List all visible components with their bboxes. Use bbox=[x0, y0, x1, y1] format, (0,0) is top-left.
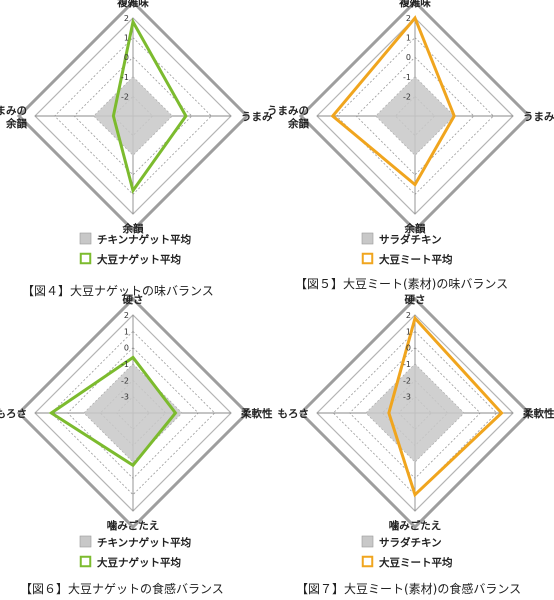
axis-label-left: もろさ bbox=[0, 408, 27, 420]
tick-label: 0 bbox=[406, 344, 411, 353]
axis-label-left: もろさ bbox=[278, 408, 310, 420]
figure-caption: 【図５】大豆ミート(素材)の味バランス bbox=[295, 277, 508, 291]
axis-label-bottom: 余韻 bbox=[404, 222, 426, 235]
axis-label-top: 複雑味 bbox=[398, 0, 431, 9]
outer-frame bbox=[298, 296, 532, 530]
tick-label: 1 bbox=[406, 327, 411, 336]
axis-label-right: 柔軟性 bbox=[240, 407, 273, 420]
axis-label-bottom: 余韻 bbox=[122, 222, 144, 235]
axis-label-bottom: 噛みごたえ bbox=[107, 519, 160, 532]
axis-label-bottom: 噛みごたえ bbox=[389, 519, 442, 532]
axis-label-left-line: 余韻 bbox=[287, 117, 309, 130]
tick-label: 0 bbox=[124, 344, 129, 353]
series-area-1 bbox=[375, 76, 455, 156]
axis-label-left: うまみの余韻 bbox=[267, 105, 309, 130]
tick-label: -2 bbox=[121, 376, 129, 385]
grid-ring bbox=[355, 56, 475, 176]
tick-label: -2 bbox=[403, 92, 411, 101]
axis-label-left-line: もろさ bbox=[0, 408, 27, 420]
axis-label-left-line: うまみの bbox=[267, 105, 309, 117]
tick-label: 0 bbox=[406, 53, 411, 62]
tick-label: -1 bbox=[403, 73, 411, 82]
tick-label: -2 bbox=[403, 376, 411, 385]
outer-frame bbox=[16, 296, 250, 530]
legend-label: 大豆ミート平均 bbox=[379, 253, 453, 266]
outer-frame bbox=[298, 0, 532, 233]
radar-panel-1: 210-1-2複雑味うまみ余韻うまみの余韻チキンナゲット平均大豆ナゲット平均【図… bbox=[0, 0, 273, 298]
legend-label: チキンナゲット平均 bbox=[97, 233, 191, 246]
tick-label: 2 bbox=[124, 311, 129, 320]
axis-label-right: うまみ bbox=[523, 111, 554, 123]
legend-label: サラダチキン bbox=[379, 233, 442, 246]
legend-swatch-fill bbox=[79, 232, 92, 245]
legend-label: 大豆ナゲット平均 bbox=[97, 556, 181, 569]
tick-label: -1 bbox=[403, 360, 411, 369]
legend-label: 大豆ナゲット平均 bbox=[97, 253, 181, 266]
axis-label-top: 硬さ bbox=[123, 294, 144, 306]
axis-label-right: うまみ bbox=[241, 111, 273, 123]
legend-swatch-fill bbox=[79, 535, 92, 548]
series-area-1 bbox=[93, 76, 173, 156]
series-line-2 bbox=[48, 355, 178, 468]
tick-label: -3 bbox=[121, 393, 129, 402]
tick-label: 2 bbox=[124, 14, 129, 23]
axis-label-left: うまみの余韻 bbox=[0, 105, 27, 130]
legend-swatch-fill bbox=[361, 535, 374, 548]
series-line-2 bbox=[111, 17, 188, 194]
series-area-1 bbox=[366, 364, 464, 462]
axis-label-right: 柔軟性 bbox=[522, 407, 554, 420]
axis-label-top: 硬さ bbox=[405, 294, 426, 306]
tick-label: 1 bbox=[124, 327, 129, 336]
legend-swatch-fill bbox=[361, 232, 374, 245]
tick-label: 1 bbox=[124, 34, 129, 43]
series-area-1 bbox=[84, 364, 182, 462]
legend-label: 大豆ミート平均 bbox=[379, 556, 453, 569]
tick-label: 2 bbox=[406, 14, 411, 23]
grid-ring bbox=[332, 330, 498, 496]
tick-label: -1 bbox=[121, 73, 129, 82]
legend-swatch-line bbox=[361, 555, 374, 568]
figure-caption: 【図６】大豆ナゲットの食感バランス bbox=[20, 581, 224, 596]
grid-ring bbox=[50, 330, 216, 496]
legend-swatch-line bbox=[361, 252, 374, 265]
axis-label-top: 複雑味 bbox=[116, 0, 149, 9]
axis-label-left-line: うまみの bbox=[0, 105, 27, 117]
legend-label: サラダチキン bbox=[379, 536, 442, 549]
tick-label: -2 bbox=[121, 92, 129, 101]
axis-label-left-line: 余韻 bbox=[5, 117, 27, 130]
legend-swatch-line bbox=[79, 555, 92, 568]
figure-caption: 【図７】大豆ミート(素材)の食感バランス bbox=[296, 581, 521, 596]
legend-swatch-line bbox=[79, 252, 92, 265]
tick-label: -1 bbox=[121, 360, 129, 369]
tick-label: 0 bbox=[124, 53, 129, 62]
outer-frame bbox=[16, 0, 250, 233]
axis-label-left-line: もろさ bbox=[278, 408, 310, 420]
grid-ring bbox=[73, 56, 193, 176]
series-line-2 bbox=[387, 315, 504, 498]
figure-caption: 【図４】大豆ナゲットの味バランス bbox=[22, 284, 214, 298]
tick-label: 2 bbox=[406, 311, 411, 320]
tick-label: -3 bbox=[403, 393, 411, 402]
legend-label: チキンナゲット平均 bbox=[97, 536, 191, 549]
radar-panel-2: 210-1-2複雑味うまみ余韻うまみの余韻サラダチキン大豆ミート平均【図５】大豆… bbox=[267, 0, 554, 291]
series-line-2 bbox=[330, 15, 456, 187]
tick-label: 1 bbox=[406, 34, 411, 43]
